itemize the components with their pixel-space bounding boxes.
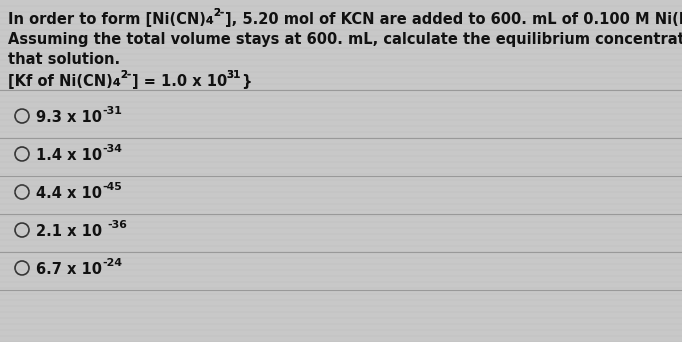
Text: 2.1 x 10: 2.1 x 10 xyxy=(36,224,107,239)
Text: ] = 1.0 x 10: ] = 1.0 x 10 xyxy=(132,74,226,89)
Text: 2-: 2- xyxy=(213,8,224,18)
Text: 4.4 x 10: 4.4 x 10 xyxy=(36,186,102,201)
Text: 2-: 2- xyxy=(213,8,224,18)
Text: -34: -34 xyxy=(102,144,122,154)
Text: 1.4 x 10: 1.4 x 10 xyxy=(36,148,102,163)
Text: 31: 31 xyxy=(226,70,241,80)
Text: }: } xyxy=(241,74,252,89)
Text: 2-: 2- xyxy=(121,70,132,80)
Text: 4: 4 xyxy=(206,16,213,26)
Text: 9.3 x 10: 9.3 x 10 xyxy=(36,110,102,125)
Text: 31: 31 xyxy=(226,70,241,80)
Text: In order to form [Ni(CN): In order to form [Ni(CN) xyxy=(8,12,206,27)
Text: 2-: 2- xyxy=(121,70,132,80)
Text: that solution.: that solution. xyxy=(8,52,120,67)
Text: 4: 4 xyxy=(113,78,121,88)
Text: Assuming the total volume stays at 600. mL, calculate the equilibrium concentrat: Assuming the total volume stays at 600. … xyxy=(8,32,682,47)
Text: -45: -45 xyxy=(102,182,122,192)
Text: -36: -36 xyxy=(107,220,127,230)
Text: [Kf of Ni(CN): [Kf of Ni(CN) xyxy=(8,74,113,89)
Text: -31: -31 xyxy=(102,106,122,116)
Text: 4: 4 xyxy=(206,16,213,26)
Text: ], 5.20 mol of KCN are added to 600. mL of 0.100 M Ni(NO: ], 5.20 mol of KCN are added to 600. mL … xyxy=(224,12,682,27)
Text: -24: -24 xyxy=(102,258,122,268)
Text: 6.7 x 10: 6.7 x 10 xyxy=(36,262,102,277)
Text: 4: 4 xyxy=(113,78,121,88)
